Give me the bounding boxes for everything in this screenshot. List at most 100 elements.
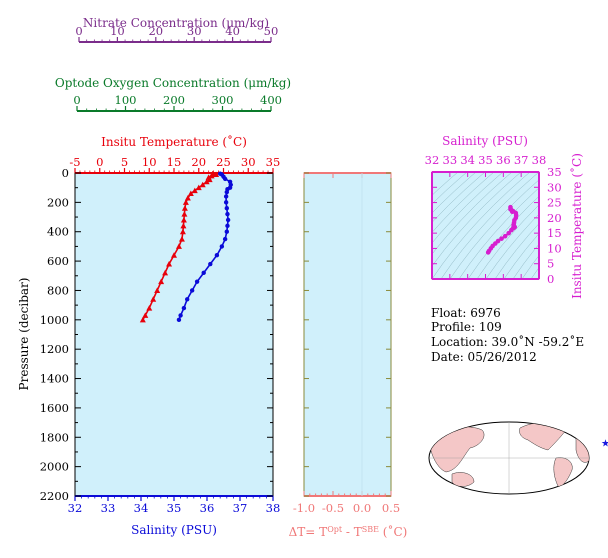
salinity-point [222,176,228,182]
density-contour [432,172,468,205]
density-contour [458,187,539,279]
temperature-axis-tick-label: -5 [69,155,80,169]
ts-y-tick-label: 20 [547,211,562,225]
pressure-tick-label: 2000 [40,460,69,474]
temperature-point [182,199,189,205]
delta-t-tick-label: -0.5 [322,501,344,515]
temperature-axis-tick-label: 10 [142,155,157,169]
footer-tag [4,539,5,543]
ts-y-tick-label: 10 [547,241,562,255]
temperature-point [175,243,182,249]
ts-point [506,230,511,236]
pressure-tick-label: 800 [47,283,69,297]
delta-t-tick-label: -1.0 [293,501,315,515]
temperature-point [191,187,198,194]
nitrate-axis-tick-label: 10 [110,24,125,38]
pressure-tick-label: 1800 [40,430,69,444]
temperature-point [158,278,165,285]
temperature-point [142,312,149,318]
density-contour [432,172,459,196]
ts-x-tick-label: 38 [532,153,547,167]
temperature-point [162,269,169,276]
temperature-point [181,205,188,211]
temperature-point [195,184,202,191]
oxygen-axis-tick-label: 400 [260,93,282,107]
salinity-point [214,253,220,258]
salinity-axis-tick-label: 38 [266,501,281,515]
ts-plot-area [431,171,540,280]
pressure-tick-label: 200 [47,195,69,209]
salinity-point [178,313,183,318]
ts-y-tick-label: 5 [547,257,554,271]
ts-y-tick-label: 15 [547,226,562,240]
nitrate-axis-tick-label: 20 [148,24,163,38]
location: Location: 39.0˚N -59.2˚E [431,334,584,349]
delta-t-label-main: ΔT= T [289,525,328,539]
pressure-tick-label: 0 [62,166,69,180]
salinity-axis-tick-label: 35 [167,501,182,515]
nitrate-axis-tick-label: 50 [264,24,279,38]
temperature-point [179,228,186,235]
world-map: ★ [428,421,608,495]
date: Date: 05/26/2012 [431,350,537,364]
salinity-point [208,261,213,267]
temperature-point [146,305,153,311]
ts-point [502,233,508,239]
profile-series [139,170,233,323]
temperature-point [171,252,177,258]
ts-y-tick-label: 35 [547,165,562,179]
delta-t-axis-label: ΔT= TOpt - TSBE (˚C) [289,524,408,539]
temperature-point [184,194,191,201]
salinity-point [223,200,229,205]
temperature-point [206,176,213,183]
density-contour [432,172,513,255]
south-america-land [553,457,573,487]
nitrate-axis-tick-label: 30 [187,24,202,38]
density-contour [476,204,539,279]
temperature-axis-tick-label: 35 [266,155,281,169]
ts-point [499,236,504,241]
salinity-point [189,288,195,293]
salinity-point [185,297,190,302]
temperature-point [154,287,161,293]
temperature-axis-tick-label: 15 [167,155,182,169]
density-contour [503,233,539,279]
temperature-axis-tick-label: 0 [96,155,103,169]
temperature-point [199,181,206,188]
pressure-tick-label: 1200 [40,342,69,356]
float-location-marker: ★ [601,438,608,449]
salinity-point [201,270,206,276]
temperature-point [213,171,220,177]
temperature-point [208,172,215,179]
temperature-point [180,222,187,229]
salinity-point [225,211,230,217]
density-contour [432,172,495,233]
salinity-point [224,206,229,211]
oxygen-axis-tick-label: 0 [73,93,80,107]
salinity-point [181,305,187,311]
delta-t-label-mid: - T [342,525,362,539]
ts-y-tick-label: 25 [547,196,562,210]
nitrate-axis-label: Nitrate Concentration (μm/kg) [83,16,269,30]
salinity-point [225,223,230,229]
pressure-tick-label: 1600 [40,401,69,415]
ts-x-tick-label: 36 [496,153,511,167]
temperature-point [150,296,157,302]
pressure-axis-label: Pressure (decibar) [17,278,31,391]
oxygen-axis-label: Optode Oxygen Concentration (μm/kg) [55,76,291,90]
delta-t-tick-label: 0.5 [382,501,400,515]
salinity-point [223,194,229,199]
temperature-axis-tick-label: 30 [241,155,256,169]
density-contour [512,243,539,279]
temperature-axis-tick-label: 5 [121,155,128,169]
temperature-point [178,236,185,242]
profile-number: Profile: 109 [431,320,502,334]
pressure-tick-label: 400 [47,225,69,239]
temperature-point [203,178,210,185]
salinity-axis-tick-label: 34 [134,501,149,515]
